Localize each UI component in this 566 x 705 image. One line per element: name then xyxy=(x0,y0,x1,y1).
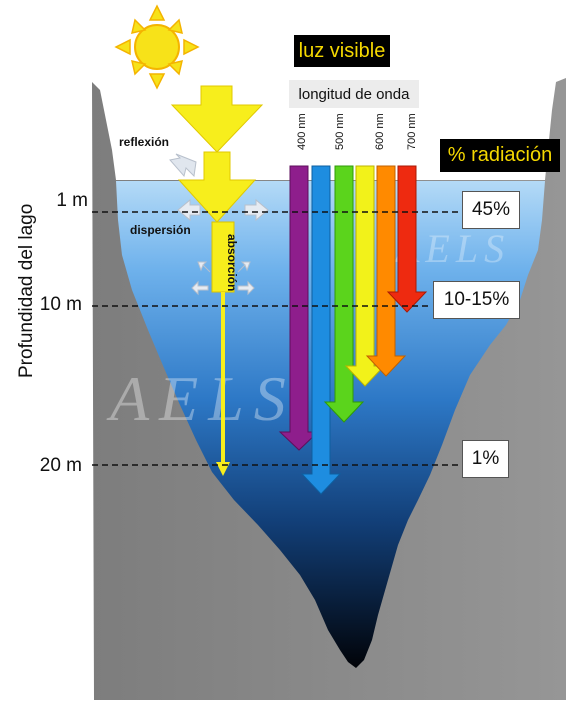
sun-icon xyxy=(114,4,200,90)
percent-box-1: 1% xyxy=(462,440,509,478)
depth-label-20m: 20 m xyxy=(39,455,82,476)
residual-light-line xyxy=(221,292,225,464)
arrow-400nm xyxy=(278,165,320,451)
wavelength-label-700: 700 nm xyxy=(406,113,418,150)
reflection-label: reflexión xyxy=(119,135,169,149)
wavelength-arrows xyxy=(278,165,428,495)
percent-box-10-15: 10-15% xyxy=(433,281,520,319)
absorption-scatter-arrows xyxy=(191,261,255,296)
surface-light-arrow xyxy=(177,151,257,223)
reflection-arrow xyxy=(169,153,197,178)
absorption-label: absorción xyxy=(225,234,239,291)
depth-axis-label: Profundidad del lago xyxy=(16,204,37,378)
scattering-arrow-left xyxy=(177,198,201,222)
percent-box-45: 45% xyxy=(462,191,520,229)
wavelength-label-500: 500 nm xyxy=(334,113,346,150)
arrow-700nm xyxy=(386,165,428,313)
scattering-arrow-right xyxy=(244,198,269,222)
wavelength-label-600: 600 nm xyxy=(374,113,386,150)
arrow-green xyxy=(323,165,365,423)
radiation-percent-header: % radiación xyxy=(440,139,560,172)
depth-label-1m: 1 m xyxy=(56,190,88,211)
incoming-light-arrow xyxy=(170,85,264,153)
visible-light-label: luz visible xyxy=(294,35,390,67)
depth-label-10m: 10 m xyxy=(39,294,82,315)
watermark-large: AELS xyxy=(106,363,296,434)
scattering-label: dispersión xyxy=(130,223,191,237)
arrow-600nm xyxy=(344,165,386,387)
arrow-500nm xyxy=(300,165,342,495)
wavelength-label-400: 400 nm xyxy=(296,113,308,150)
arrow-orange xyxy=(365,165,407,377)
wavelength-header: longitud de onda xyxy=(289,80,419,108)
